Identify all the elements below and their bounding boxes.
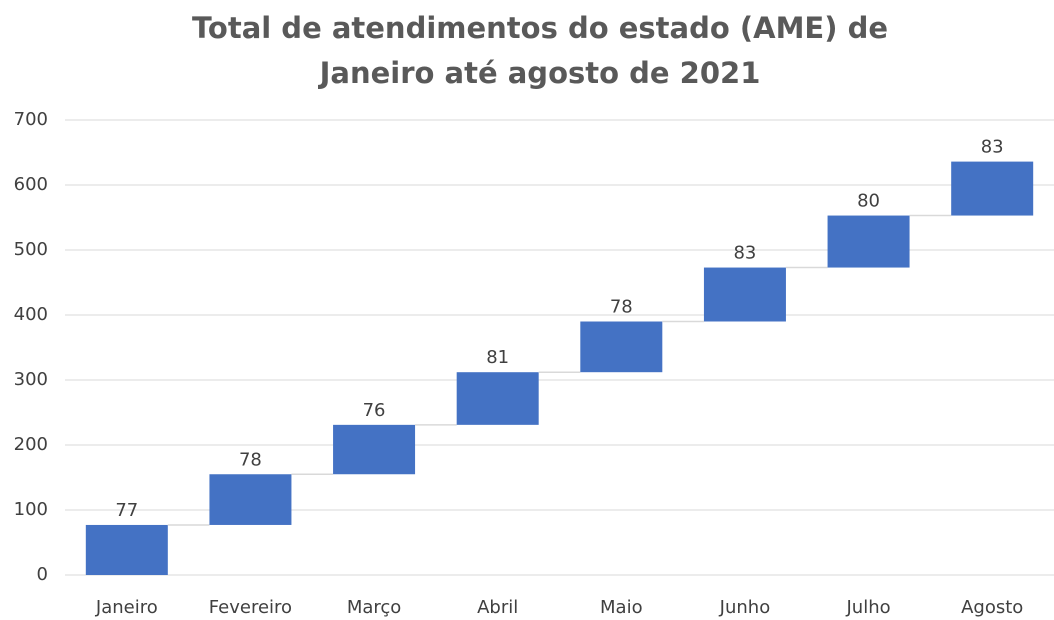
- y-tick-label: 400: [14, 304, 48, 325]
- data-label: 83: [733, 243, 756, 264]
- x-tick-label: Maio: [600, 597, 643, 618]
- data-label: 81: [486, 347, 509, 368]
- bar: [951, 161, 1034, 216]
- data-label: 76: [363, 400, 386, 421]
- data-label: 80: [857, 191, 880, 212]
- x-tick-label: Janeiro: [95, 597, 158, 618]
- bar: [209, 474, 292, 525]
- x-tick-label: Julho: [845, 597, 890, 618]
- data-label: 78: [610, 297, 633, 318]
- chart-title: Janeiro até agosto de 2021: [318, 56, 761, 90]
- y-tick-label: 500: [14, 239, 48, 260]
- bar: [456, 372, 539, 425]
- y-tick-label: 600: [14, 174, 48, 195]
- y-tick-label: 200: [14, 434, 48, 455]
- data-label: 83: [981, 137, 1004, 158]
- bar: [703, 267, 786, 322]
- bar: [827, 215, 910, 268]
- x-tick-label: Abril: [477, 597, 518, 618]
- x-tick-label: Março: [347, 597, 401, 618]
- y-tick-label: 100: [14, 499, 48, 520]
- y-tick-label: 700: [14, 109, 48, 130]
- bar: [85, 524, 168, 575]
- bar: [333, 424, 416, 475]
- data-label: 77: [115, 500, 138, 521]
- chart-title: Total de atendimentos do estado (AME) de: [192, 11, 888, 45]
- y-tick-label: 0: [37, 564, 48, 585]
- y-tick-label: 300: [14, 369, 48, 390]
- data-label: 78: [239, 449, 262, 470]
- bar: [580, 321, 663, 373]
- x-tick-label: Junho: [719, 597, 771, 618]
- x-tick-label: Agosto: [961, 597, 1023, 618]
- x-tick-label: Fevereiro: [209, 597, 292, 618]
